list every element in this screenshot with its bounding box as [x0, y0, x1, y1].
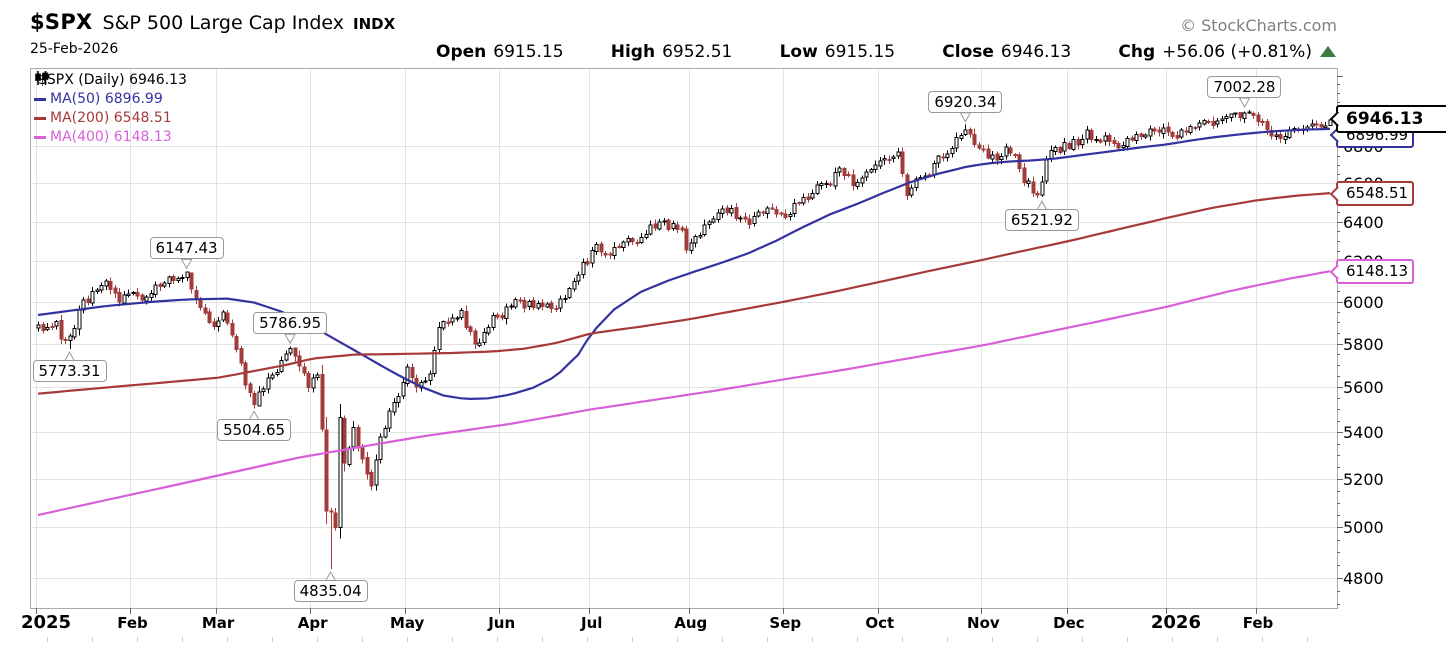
y-axis-tick-label: 5400 [1343, 423, 1384, 443]
y-axis-tick-label: 4800 [1343, 569, 1384, 588]
bottom-minor-ticks [47, 637, 1308, 642]
ohlc-low: Low 6915.15 [779, 42, 896, 62]
x-axis-month-label: Feb [1242, 614, 1274, 632]
legend-ma50: MA(50) 6896.99 [34, 90, 187, 109]
legend-ma400: MA(400) 6148.13 [34, 128, 187, 147]
x-axis-month-label: Nov [967, 614, 1000, 632]
plot-border [30, 68, 1338, 609]
chart-legend: $SPX (Daily) 6946.13 MA(50) 6896.99 MA(20… [34, 71, 187, 147]
legend-ma200: MA(200) 6548.51 [34, 109, 187, 128]
annotation-pointers [63, 97, 1251, 582]
ma400-line [37, 270, 1331, 517]
ohlc-close: Close 6946.13 [942, 42, 1072, 62]
x-axis-month-label: Jul [581, 614, 603, 632]
legend-main-label: $SPX (Daily) 6946.13 [38, 72, 187, 88]
price-annotation: 6521.92 [1004, 209, 1079, 232]
x-axis-month-label: 2026 [1150, 612, 1201, 633]
x-axis-month-label: Apr [297, 614, 328, 632]
ma400-price-label: 6148.13 [1329, 259, 1415, 285]
ma50-line [37, 127, 1331, 401]
y-axis-tick-label: 5200 [1343, 469, 1384, 489]
x-axis-month-label: Dec [1053, 614, 1085, 632]
ma200-line [37, 192, 1331, 395]
change-up-icon [1319, 46, 1336, 57]
candlestick-series [36, 110, 1333, 569]
gridlines [30, 68, 1337, 608]
price-annotation: 5773.31 [32, 360, 107, 383]
legend-ma200-label: MA(200) 6548.51 [50, 110, 172, 126]
symbol: $SPX [30, 10, 93, 34]
chart-header: $SPX S&P 500 Large Cap Index INDX [30, 10, 395, 34]
x-axis-month-label: Oct [865, 614, 895, 632]
x-axis-month-label: Aug [674, 614, 708, 632]
y-axis-tick-label: 6400 [1343, 212, 1384, 232]
ohlc-row: Open 6915.15 High 6952.51 Low 6915.15 Close 694… [436, 42, 1336, 62]
legend-ma50-label: MA(50) 6896.99 [50, 91, 163, 107]
x-axis-month-label: Feb [117, 614, 148, 632]
exchange: INDX [353, 15, 396, 33]
ohlc-open: Open 6915.15 [436, 42, 564, 62]
price-annotation: 7002.28 [1207, 76, 1282, 99]
y-axis-tick-label: 6000 [1343, 292, 1384, 312]
ohlc-high: High 6952.51 [610, 42, 733, 62]
ohlc-chg: Chg +56.06 (+0.81%) [1118, 42, 1336, 62]
x-axis-month-label: May [389, 614, 425, 632]
x-axis-month-label: Mar [201, 614, 235, 632]
legend-main-row: $SPX (Daily) 6946.13 [34, 71, 187, 90]
x-axis-month-label: Jun [488, 614, 516, 632]
chart-date: 25-Feb-2026 [30, 41, 119, 57]
x-axis-month-label: 2025 [20, 612, 72, 633]
index-name: S&P 500 Large Cap Index [102, 12, 345, 34]
ma200-price-label: 6548.51 [1329, 181, 1415, 207]
legend-ma400-label: MA(400) 6148.13 [50, 129, 172, 145]
price-annotation: 6147.43 [149, 237, 224, 260]
price-annotation: 5504.65 [217, 419, 292, 442]
price-annotation: 5786.95 [253, 312, 328, 335]
ma400-dash-icon [34, 136, 46, 139]
y-axis-tick-label: 5000 [1343, 518, 1384, 538]
last-price-label: 6946.13 [1329, 105, 1446, 134]
y-axis-tick-label: 5800 [1343, 334, 1384, 354]
price-annotation: 4835.04 [293, 579, 368, 602]
ma200-dash-icon [34, 117, 46, 120]
x-axis-month-label: Sep [769, 614, 802, 632]
price-annotation: 6920.34 [928, 90, 1003, 113]
stockcharts-watermark: © StockCharts.com [1180, 16, 1337, 35]
y-axis-tick-label: 5600 [1343, 378, 1384, 397]
ma50-dash-icon [34, 98, 46, 101]
